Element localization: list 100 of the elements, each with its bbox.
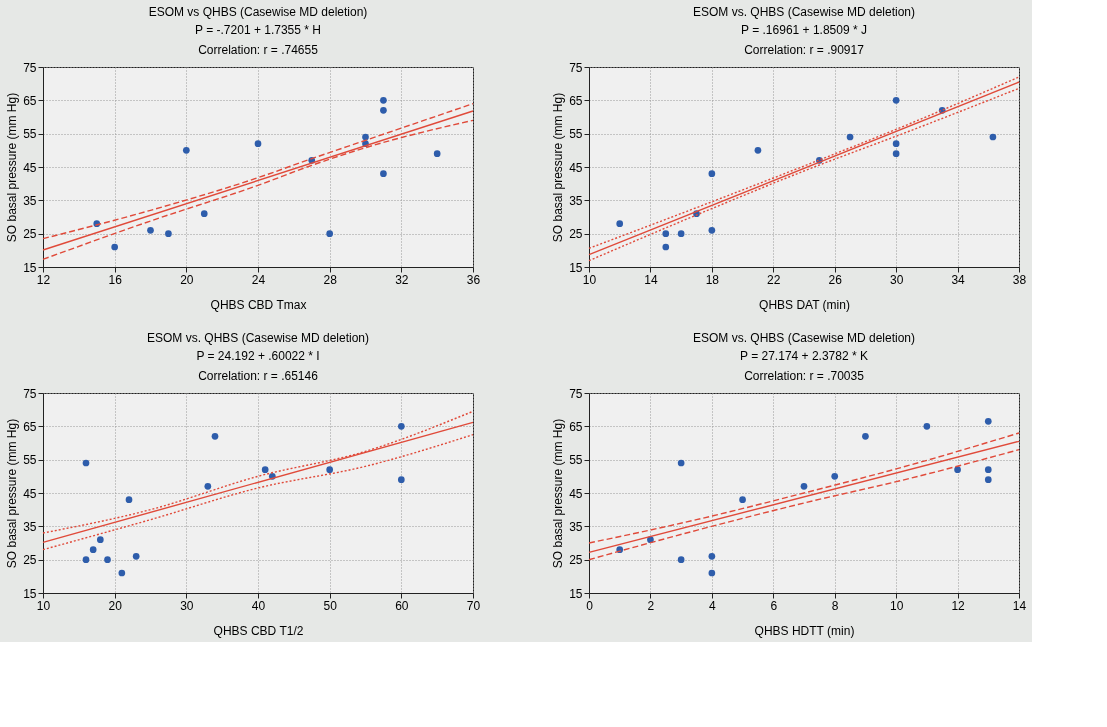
x-tick-label: 22 (767, 272, 781, 287)
x-tick-label: 4 (709, 598, 717, 613)
point (862, 432, 869, 440)
y-tick-label: 55 (23, 453, 37, 468)
x-tick-label: 36 (466, 272, 481, 287)
text: Correlation: r = .90917 (744, 43, 865, 57)
point (165, 230, 172, 238)
y-tick-label: 15 (569, 260, 583, 275)
y-axis-title: SO basal pressure (mm Hg) (5, 418, 20, 569)
point (677, 459, 685, 467)
point (397, 422, 405, 430)
point (82, 459, 90, 467)
y-tick-label: 75 (23, 386, 37, 401)
y-tick-label: 15 (23, 586, 37, 601)
point (708, 226, 716, 234)
point (326, 466, 334, 474)
y-tick-label: 45 (569, 486, 583, 501)
point (433, 150, 441, 158)
x-tick-label: 12 (951, 598, 966, 613)
point (800, 482, 808, 490)
point (892, 150, 900, 158)
chart-subtitle: P = 24.192 + .60022 * I (196, 349, 320, 363)
y-tick-label: 25 (23, 553, 37, 568)
point (831, 472, 839, 480)
point (708, 170, 716, 178)
chart-subtitle: P = 27.174 + 2.3782 * K (740, 349, 868, 363)
y-tick-label: 35 (23, 519, 37, 534)
y-tick-label: 35 (569, 519, 583, 534)
y-tick-label: 15 (569, 586, 583, 601)
point (662, 230, 670, 238)
chart-title: ESOM vs QHBS (Casewise MD deletion) (148, 5, 368, 19)
point (397, 476, 405, 484)
point (984, 466, 992, 474)
x-tick-label: 14 (644, 272, 658, 287)
y-tick-label: 65 (569, 93, 583, 108)
point (380, 170, 387, 178)
text: Correlation: r = .65146 (198, 369, 319, 383)
point (261, 466, 269, 474)
text: Correlation: r = .70035 (744, 369, 865, 383)
x-tick-label: 18 (705, 272, 720, 287)
y-tick-label: 65 (23, 419, 37, 434)
point (677, 230, 685, 238)
point (739, 496, 746, 504)
point (200, 210, 208, 218)
x-tick-label: 50 (323, 598, 338, 613)
y-tick-label: 55 (569, 127, 583, 142)
point (182, 146, 190, 154)
y-tick-label: 25 (23, 227, 37, 242)
x-tick-label: 8 (831, 598, 839, 613)
point (662, 243, 670, 251)
x-axis-title: QHBS DAT (min) (759, 297, 850, 312)
y-tick-label: 45 (569, 160, 583, 175)
point (677, 556, 685, 564)
x-tick-label: 6 (770, 598, 778, 613)
x-axis-title: QHBS HDTT (min) (754, 623, 855, 638)
y-tick-label: 35 (23, 193, 37, 208)
y-axis-title: SO basal pressure (mm Hg) (551, 92, 566, 243)
y-tick-label: 45 (23, 160, 37, 175)
point (616, 220, 624, 228)
point (984, 417, 992, 425)
point (380, 96, 387, 104)
point (892, 96, 900, 104)
x-tick-label: 2 (647, 598, 655, 613)
x-tick-label: 40 (251, 598, 266, 613)
point (989, 133, 997, 141)
y-tick-label: 55 (569, 453, 583, 468)
point (846, 133, 854, 141)
y-tick-label: 75 (23, 60, 37, 75)
x-tick-label: 38 (1012, 272, 1027, 287)
x-tick-label: 12 (36, 272, 51, 287)
point (96, 536, 104, 544)
point (204, 482, 212, 490)
point (892, 140, 900, 148)
point (754, 146, 762, 154)
x-axis-title: QHBS CBD T1/2 (213, 623, 304, 638)
point (132, 552, 140, 560)
x-tick-label: 30 (180, 598, 194, 613)
chart-title: ESOM vs. QHBS (Casewise MD deletion) (692, 5, 916, 19)
point (211, 432, 219, 440)
point (362, 133, 369, 141)
x-tick-label: 20 (180, 272, 194, 287)
y-tick-label: 35 (569, 193, 583, 208)
point (708, 569, 716, 577)
x-tick-label: 20 (108, 598, 123, 613)
x-tick-label: 70 (466, 598, 481, 613)
x-tick-label: 34 (951, 272, 966, 287)
point (254, 140, 262, 148)
x-tick-label: 28 (323, 272, 338, 287)
y-tick-label: 65 (569, 419, 583, 434)
y-tick-label: 25 (569, 227, 583, 242)
y-tick-label: 15 (23, 260, 37, 275)
x-tick-label: 0 (586, 598, 594, 613)
y-tick-label: 75 (569, 386, 583, 401)
x-tick-label: 10 (889, 598, 904, 613)
point (708, 552, 716, 560)
x-tick-label: 10 (36, 598, 51, 613)
y-tick-label: 25 (569, 553, 583, 568)
x-tick-label: 10 (582, 272, 597, 287)
point (954, 466, 961, 474)
x-tick-label: 32 (395, 272, 409, 287)
